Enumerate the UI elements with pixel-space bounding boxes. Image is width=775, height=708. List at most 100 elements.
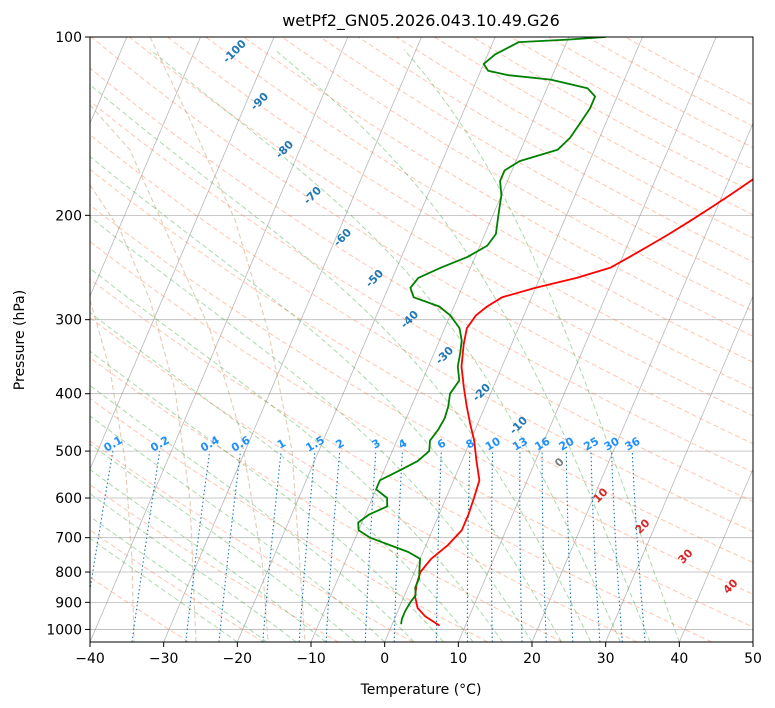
moist-adiabat-line <box>90 155 562 642</box>
dry-adiabat-label: 40 <box>721 576 741 596</box>
dry-adiabats <box>90 37 753 642</box>
dry-adiabat-line <box>281 37 753 312</box>
y-axis-label: Pressure (hPa) <box>12 290 28 390</box>
dry-adiabat-line <box>510 37 753 171</box>
mixing-ratio-line <box>466 451 471 642</box>
moist-adiabat-line <box>90 267 503 642</box>
isotherm-line <box>236 37 496 642</box>
x-tick-label: −30 <box>149 651 179 667</box>
isotherm-line <box>90 37 275 471</box>
chart-title: wetPf2_GN05.2026.043.10.49.G26 <box>282 11 560 31</box>
dry-adiabat-line <box>90 134 753 533</box>
x-tick-label: −20 <box>223 651 253 667</box>
background-curve <box>90 184 197 642</box>
moist-adiabat-line <box>149 49 621 642</box>
isotherm-line <box>531 122 753 642</box>
moist-adiabat-label: -50 <box>363 267 386 290</box>
background-curves <box>90 37 306 642</box>
dry-adiabat-line <box>434 37 753 216</box>
dry-adiabat-line <box>129 37 753 417</box>
reference-line-labels: -100-90-80-70-60-50-40-30-20-100.1 0.2 0.4… <box>101 37 740 597</box>
dry-adiabat-line <box>90 356 563 642</box>
x-tick-label: 30 <box>597 651 615 667</box>
dry-adiabat-line <box>90 204 753 595</box>
plot-area <box>90 37 753 642</box>
moist-adiabat-line <box>90 84 592 642</box>
x-tick-label: 10 <box>449 651 467 667</box>
moist-adiabat-line <box>90 311 474 642</box>
x-tick-label: 50 <box>744 651 762 667</box>
background-curve <box>90 299 135 642</box>
moist-adiabat-line <box>90 415 386 642</box>
isotherm-line <box>90 37 201 298</box>
isotherm-line <box>163 37 422 642</box>
mixing-ratio-line <box>218 451 242 642</box>
y-axis: 1000 900 800 700 600 500 400 300 200 100 <box>46 30 90 638</box>
mixing-ratio-label: 20 <box>557 434 577 453</box>
y-tick-label: 1000 <box>46 622 82 638</box>
moist-adiabat-line <box>90 537 238 642</box>
moist-adiabat-line <box>90 384 415 642</box>
isotherm-line <box>457 37 717 642</box>
x-tick-label: 40 <box>670 651 688 667</box>
y-tick-label: 900 <box>55 595 82 611</box>
dry-adiabat-line <box>357 37 753 263</box>
y-tick-label: 500 <box>55 444 82 460</box>
dry-adiabat-label: 10 <box>591 485 611 505</box>
isotherm-line <box>310 37 570 642</box>
mixing-ratio-line <box>262 451 282 642</box>
dry-adiabat-label: 0 <box>552 455 567 470</box>
dry-adiabat-line <box>90 100 753 503</box>
dry-adiabat-line <box>90 397 488 642</box>
x-axis: −40 −30 −20 −10 0 10 20 30 40 50 <box>75 642 762 667</box>
moist-adiabat-label: -40 <box>398 308 421 331</box>
y-tick-label: 800 <box>55 565 82 581</box>
dry-adiabat-line <box>90 67 753 473</box>
moist-adiabat-line <box>90 493 297 642</box>
mixing-ratio-label: 1 <box>275 437 288 452</box>
pressure-grid <box>90 37 753 630</box>
isotherm-line <box>384 37 643 642</box>
mixing-ratio-label: 3 <box>370 437 383 452</box>
dry-adiabat-label: 30 <box>676 546 696 566</box>
dry-adiabat-line <box>205 37 753 363</box>
mixing-ratio-lines <box>90 451 646 642</box>
mixing-ratio-label: 16 <box>532 434 552 453</box>
mixing-ratio-line <box>565 451 574 642</box>
moist-adiabat-label: -70 <box>301 184 324 207</box>
mixing-ratio-line <box>298 451 316 642</box>
mixing-ratio-line <box>435 451 442 642</box>
moist-adiabat-line <box>274 49 651 642</box>
isotherm-line <box>90 37 349 642</box>
mixing-ratio-label: 6 <box>435 436 448 451</box>
moist-adiabat-line <box>90 443 356 642</box>
background-curve <box>149 37 306 642</box>
moist-adiabat-line <box>90 350 444 642</box>
y-tick-label: 600 <box>55 491 82 507</box>
mixing-ratio-line <box>90 451 114 594</box>
dewpoint-line <box>357 37 606 625</box>
isotherm-line <box>752 640 753 642</box>
profile-lines <box>357 37 753 627</box>
moist-adiabat-label: -100 <box>220 37 249 66</box>
mixing-ratio-line <box>364 451 377 642</box>
dry-adiabat-line <box>243 37 753 337</box>
dry-adiabat-line <box>167 37 753 390</box>
plot-frame <box>89 36 754 643</box>
mixing-ratio-line <box>590 451 601 642</box>
y-tick-label: 700 <box>55 531 82 547</box>
y-tick-label: 200 <box>55 208 82 224</box>
dry-adiabat-line <box>90 317 638 642</box>
dry-adiabat-line <box>90 440 414 642</box>
x-tick-label: −40 <box>75 651 105 667</box>
dry-adiabat-line <box>90 168 753 564</box>
x-tick-label: 20 <box>523 651 541 667</box>
mixing-ratio-line <box>185 451 211 642</box>
mixing-ratio-label: 25 <box>581 435 601 454</box>
y-tick-label: 300 <box>55 313 82 329</box>
isotherm-line <box>678 468 753 642</box>
isotherm-line <box>605 295 753 642</box>
y-tick-label: 100 <box>55 30 82 46</box>
moist-adiabats <box>90 49 680 642</box>
